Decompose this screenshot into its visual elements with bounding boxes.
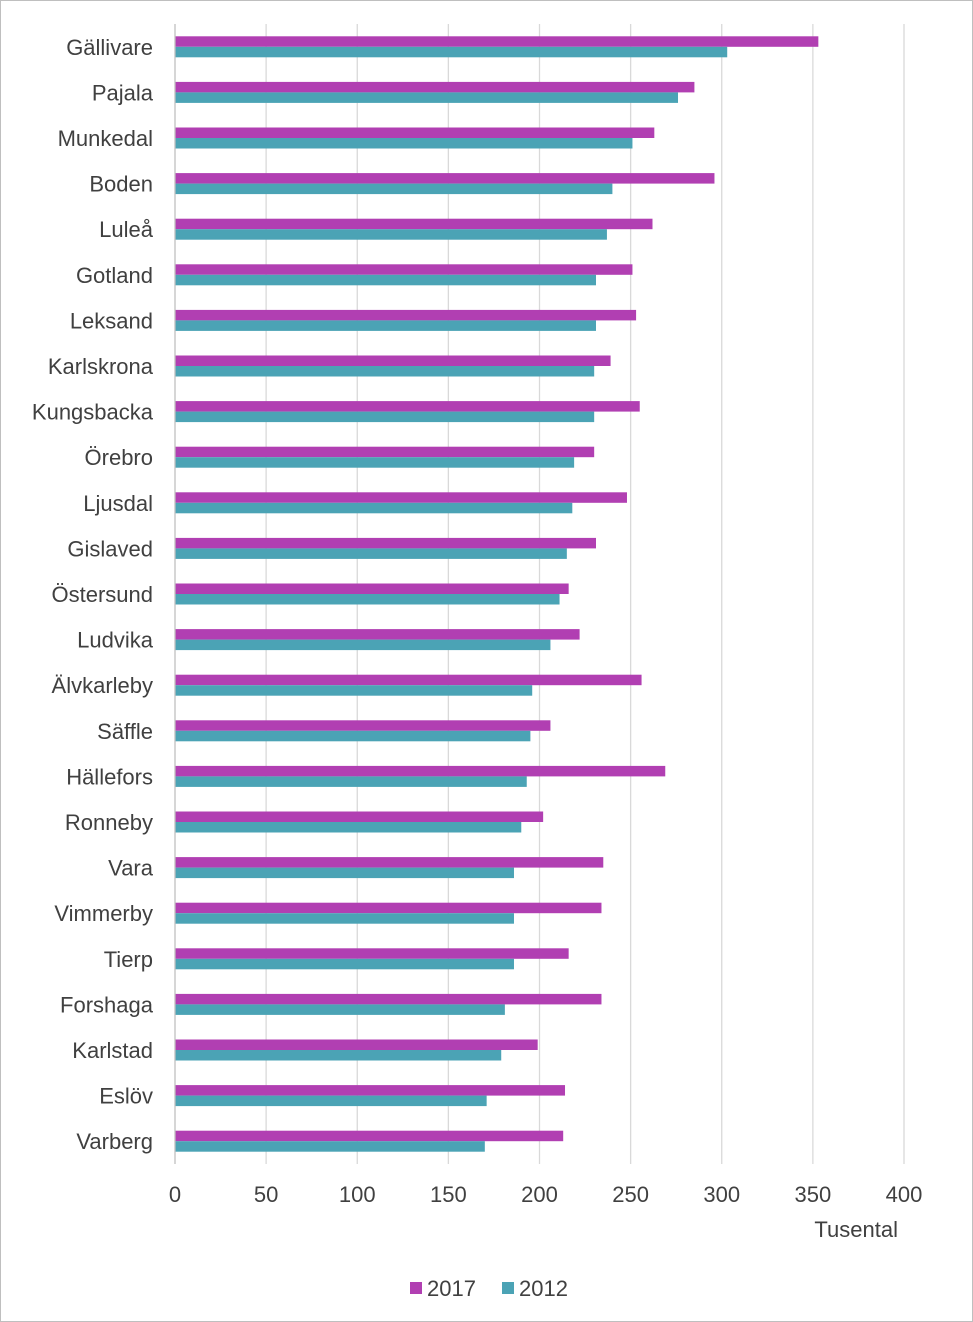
bar-2012 <box>175 867 514 879</box>
bar-2012 <box>175 366 595 377</box>
bar-2012 <box>175 685 533 696</box>
bar-2017 <box>175 765 666 777</box>
bar-2017 <box>175 993 602 1005</box>
category-label: Östersund <box>52 582 154 607</box>
bar-2017 <box>175 173 715 184</box>
category-label: Boden <box>89 172 153 197</box>
bar-2017 <box>175 264 633 275</box>
bar-2012 <box>175 92 679 103</box>
legend: 2017 2012 <box>410 1276 568 1301</box>
bar-2012 <box>175 1050 502 1061</box>
bar-2017 <box>175 36 819 47</box>
category-label: Vimmerby <box>54 901 153 926</box>
category-label: Gällivare <box>66 35 153 60</box>
category-label: Örebro <box>85 445 153 470</box>
legend-swatch-2012 <box>502 1282 514 1294</box>
legend-label-2012: 2012 <box>519 1276 568 1301</box>
bar-2017 <box>175 537 596 549</box>
bar-2012 <box>175 776 527 787</box>
bar-2012 <box>175 1004 505 1015</box>
bar-2012 <box>175 183 613 195</box>
x-tick-label: 150 <box>430 1182 467 1207</box>
bar-2017 <box>175 720 551 731</box>
category-label: Hällefors <box>66 764 153 789</box>
category-label: Älvkarleby <box>52 673 153 698</box>
category-label: Tierp <box>104 947 153 972</box>
bar-2012 <box>175 639 551 651</box>
x-tick-label: 0 <box>169 1182 181 1207</box>
category-label: Varberg <box>76 1129 153 1154</box>
bar-2017 <box>175 446 595 458</box>
bar-2017 <box>175 127 655 138</box>
bars <box>175 36 819 1152</box>
bar-2012 <box>175 411 595 423</box>
category-label: Munkedal <box>58 126 153 151</box>
bar-2017 <box>175 948 569 959</box>
bar-2012 <box>175 229 607 240</box>
bar-2017 <box>175 629 580 640</box>
bar-2017 <box>175 1039 538 1050</box>
bar-2017 <box>175 81 695 93</box>
bar-2017 <box>175 1130 564 1142</box>
x-tick-label: 400 <box>886 1182 923 1207</box>
bar-2012 <box>175 457 575 468</box>
bar-2012 <box>175 138 633 149</box>
category-label: Säffle <box>97 719 153 744</box>
bar-2017 <box>175 857 604 868</box>
bar-2017 <box>175 218 653 230</box>
category-label: Eslöv <box>99 1084 153 1109</box>
category-label: Forshaga <box>60 992 154 1017</box>
bar-2012 <box>175 1141 485 1152</box>
bar-2017 <box>175 401 640 412</box>
x-tick-label: 50 <box>254 1182 278 1207</box>
category-labels: Gällivare Pajala Munkedal Boden Luleå Gotland… <box>32 35 154 1154</box>
category-label: Karlskrona <box>48 354 154 379</box>
bar-2017 <box>175 674 642 686</box>
category-label: Leksand <box>70 308 153 333</box>
x-tick-labels: 0 50 100 150 200 250 300 350 400 <box>169 1182 922 1207</box>
category-label: Kungsbacka <box>32 400 154 425</box>
x-tick-label: 100 <box>339 1182 376 1207</box>
x-tick-label: 300 <box>703 1182 740 1207</box>
category-label: Pajala <box>92 80 154 105</box>
x-tick-label: 200 <box>521 1182 558 1207</box>
bar-2017 <box>175 1085 566 1096</box>
x-tick-label: 350 <box>795 1182 832 1207</box>
bar-2012 <box>175 913 514 924</box>
category-label: Ludvika <box>77 628 154 653</box>
category-label: Ronneby <box>65 810 153 835</box>
bar-2017 <box>175 811 544 822</box>
bar-2012 <box>175 502 573 514</box>
bar-2012 <box>175 730 531 742</box>
bar-2012 <box>175 594 560 605</box>
category-label: Vara <box>108 856 154 881</box>
category-label: Gotland <box>76 263 153 288</box>
bar-2017 <box>175 309 637 321</box>
bar-2012 <box>175 548 567 559</box>
bar-2017 <box>175 902 602 914</box>
x-unit-label: Tusental <box>814 1217 898 1242</box>
category-label: Karlstad <box>72 1038 153 1063</box>
x-tick-label: 250 <box>612 1182 649 1207</box>
bar-2017 <box>175 492 627 503</box>
bar-2017 <box>175 583 569 594</box>
legend-label-2017: 2017 <box>427 1276 476 1301</box>
legend-swatch-2017 <box>410 1282 422 1294</box>
bar-2012 <box>175 1095 487 1107</box>
bar-2012 <box>175 46 728 58</box>
bar-2012 <box>175 274 596 286</box>
category-label: Luleå <box>99 217 154 242</box>
bar-2012 <box>175 958 514 970</box>
bar-2017 <box>175 355 611 366</box>
bar-2012 <box>175 320 596 331</box>
category-label: Gislaved <box>67 536 153 561</box>
bar-2012 <box>175 822 522 833</box>
category-label: Ljusdal <box>83 491 153 516</box>
